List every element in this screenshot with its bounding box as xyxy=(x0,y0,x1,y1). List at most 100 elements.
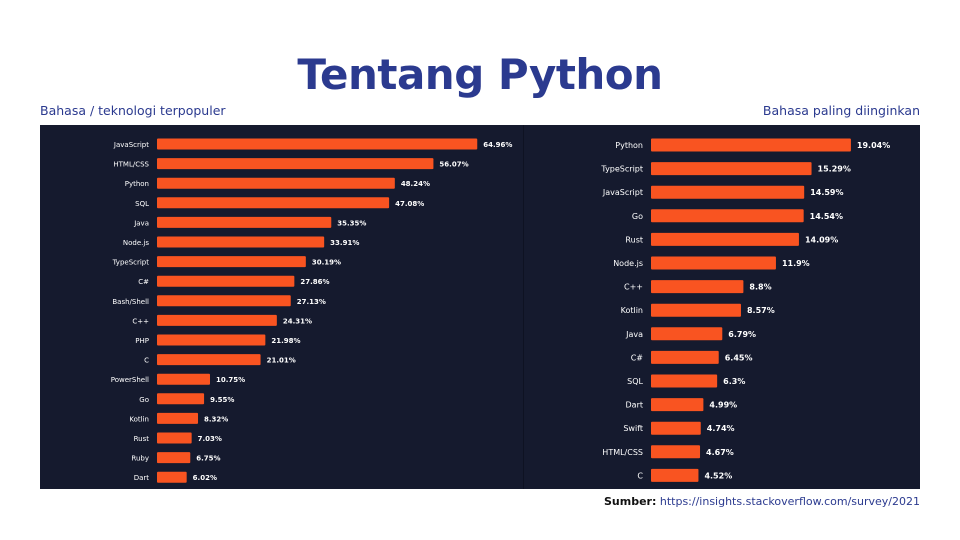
value-label-node-js: 33.91% xyxy=(330,239,359,247)
page-title: Tentang Python xyxy=(297,50,663,99)
value-label-swift: 4.74% xyxy=(707,424,735,433)
category-label-java: Java xyxy=(133,219,149,227)
category-label-python: Python xyxy=(615,141,643,150)
category-label-html-css: HTML/CSS xyxy=(602,448,643,457)
value-label-powershell: 10.75% xyxy=(216,376,245,384)
category-label-javascript: JavaScript xyxy=(602,188,643,197)
bar-bash-shell xyxy=(157,295,291,307)
category-label-sql: SQL xyxy=(135,200,149,208)
bar-python xyxy=(157,177,395,189)
popular-technologies-chart: JavaScript 64.96% HTML/CSS 56.07% Python 48.2… xyxy=(40,125,523,489)
value-label-ruby: 6.75% xyxy=(196,455,220,463)
bar-sql xyxy=(651,374,718,388)
value-label-java: 35.35% xyxy=(337,219,366,227)
bar-typescript xyxy=(157,256,306,268)
category-label-c: C xyxy=(144,357,149,365)
value-label-rust: 14.09% xyxy=(805,235,838,244)
category-label-csharp: C# xyxy=(631,353,644,362)
category-label-csharp: C# xyxy=(138,278,149,286)
category-label-swift: Swift xyxy=(623,424,643,433)
value-label-kotlin: 8.57% xyxy=(747,306,775,315)
category-label-typescript: TypeScript xyxy=(112,259,150,267)
source-link[interactable]: https://insights.stackoverflow.com/surve… xyxy=(659,495,920,508)
value-label-javascript: 64.96% xyxy=(483,141,512,149)
value-label-typescript: 15.29% xyxy=(818,165,851,174)
bar-html-css xyxy=(157,158,434,170)
bar-python xyxy=(651,138,851,152)
bar-node-js xyxy=(651,256,776,270)
category-label-rust: Rust xyxy=(134,435,150,443)
category-label-go: Go xyxy=(632,212,643,221)
popular-technologies-svg: JavaScript 64.96% HTML/CSS 56.07% Python 48.2… xyxy=(111,138,512,483)
bar-c xyxy=(157,354,261,366)
category-label-go: Go xyxy=(139,396,149,404)
bar-ruby xyxy=(157,452,191,464)
bar-javascript xyxy=(651,185,805,199)
bar-csharp xyxy=(157,275,295,287)
value-label-python: 48.24% xyxy=(401,180,430,188)
bar-sql xyxy=(157,197,390,209)
value-label-go: 14.54% xyxy=(810,212,843,221)
category-label-ruby: Ruby xyxy=(131,455,149,463)
value-label-dart: 4.99% xyxy=(709,401,737,410)
bar-powershell xyxy=(157,373,210,385)
bar-php xyxy=(157,334,266,346)
value-label-cpp: 8.8% xyxy=(749,283,771,292)
panel-divider xyxy=(523,125,524,489)
value-label-csharp: 27.86% xyxy=(300,278,329,286)
bar-javascript xyxy=(157,138,478,150)
value-label-html-css: 4.67% xyxy=(706,448,734,457)
bar-html-css xyxy=(651,445,701,459)
value-label-php: 21.98% xyxy=(271,337,300,345)
source-label: Sumber: xyxy=(603,495,657,508)
bar-cpp xyxy=(651,280,744,294)
value-label-cpp: 24.31% xyxy=(283,317,312,325)
value-label-java: 6.79% xyxy=(728,330,756,339)
bar-c xyxy=(651,468,699,482)
category-label-dart: Dart xyxy=(134,474,150,482)
bar-go xyxy=(651,209,804,223)
category-label-node-js: Node.js xyxy=(613,259,643,268)
value-label-html-css: 56.07% xyxy=(439,161,468,169)
category-label-bash-shell: Bash/Shell xyxy=(112,298,149,306)
category-label-python: Python xyxy=(125,180,149,188)
most-wanted-languages-chart: Python 19.04% TypeScript 15.29% JavaScript 14… xyxy=(523,125,920,489)
value-label-javascript: 14.59% xyxy=(810,188,843,197)
bar-dart xyxy=(651,398,704,412)
bar-swift xyxy=(651,421,701,435)
value-label-sql: 47.08% xyxy=(395,200,424,208)
category-label-javascript: JavaScript xyxy=(113,141,149,149)
category-label-node-js: Node.js xyxy=(123,239,149,247)
value-label-node-js: 11.9% xyxy=(782,259,810,268)
category-label-cpp: C++ xyxy=(132,317,149,325)
category-label-kotlin: Kotlin xyxy=(129,415,149,423)
category-label-sql: SQL xyxy=(627,377,643,386)
bar-kotlin xyxy=(157,412,199,424)
category-label-html-css: HTML/CSS xyxy=(113,161,149,169)
value-label-rust: 7.03% xyxy=(198,435,222,443)
category-label-java: Java xyxy=(625,330,643,339)
bar-kotlin xyxy=(651,303,741,317)
bar-csharp xyxy=(651,350,719,364)
value-label-kotlin: 8.32% xyxy=(204,415,228,423)
bar-go xyxy=(157,393,205,405)
value-label-typescript: 30.19% xyxy=(312,259,341,267)
category-label-c: C xyxy=(637,471,643,480)
category-label-kotlin: Kotlin xyxy=(621,306,643,315)
value-label-csharp: 6.45% xyxy=(725,353,753,362)
value-label-c: 4.52% xyxy=(704,471,732,480)
category-label-cpp: C++ xyxy=(624,283,643,292)
bar-typescript xyxy=(651,162,812,176)
category-label-powershell: PowerShell xyxy=(111,376,149,384)
category-label-dart: Dart xyxy=(626,401,644,410)
left-chart-subtitle: Bahasa / teknologi terpopuler xyxy=(40,103,226,118)
bar-java xyxy=(157,216,332,228)
bar-rust xyxy=(157,432,192,444)
bar-cpp xyxy=(157,314,277,326)
value-label-sql: 6.3% xyxy=(723,377,745,386)
source-citation: Sumber: https://insights.stackoverflow.c… xyxy=(604,495,920,508)
category-label-typescript: TypeScript xyxy=(600,165,643,174)
most-wanted-languages-svg: Python 19.04% TypeScript 15.29% JavaScript 14… xyxy=(600,138,890,482)
right-chart-subtitle: Bahasa paling diinginkan xyxy=(762,103,920,118)
value-label-python: 19.04% xyxy=(857,141,890,150)
